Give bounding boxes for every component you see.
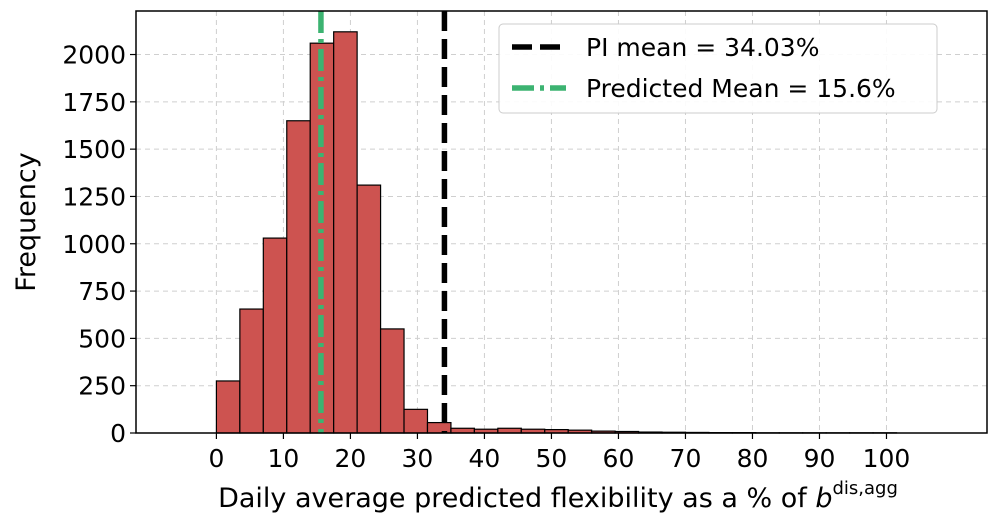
x-tick-label: 30 — [402, 444, 434, 473]
histogram-bar — [426, 421, 452, 434]
x-tick-label: 20 — [335, 444, 367, 473]
histogram-bar — [286, 120, 311, 434]
y-tick-label: 2000 — [62, 41, 126, 70]
mean-lines — [318, 11, 448, 433]
x-tick-label: 80 — [737, 444, 769, 473]
legend-predicted-mean-label: Predicted Mean = 15.6% — [586, 74, 896, 103]
y-tick-label: 250 — [78, 372, 126, 401]
y-tick-label: 1500 — [62, 135, 126, 164]
y-tick-label: 1000 — [62, 230, 126, 259]
x-tick-label: 50 — [536, 444, 568, 473]
y-tick-label: 1250 — [62, 182, 126, 211]
x-tick-label: 70 — [670, 444, 702, 473]
x-tick-label: 0 — [208, 444, 224, 473]
legend: PI mean = 34.03% Predicted Mean = 15.6% — [498, 23, 938, 114]
histogram-bar — [379, 328, 405, 434]
x-axis-label-superscript: dis,agg — [832, 478, 897, 499]
x-tick-label: 100 — [863, 444, 911, 473]
histogram-bar — [403, 408, 429, 434]
histogram-bar — [215, 380, 241, 434]
y-tick-label: 500 — [78, 324, 126, 353]
histogram-bar — [333, 31, 358, 434]
y-axis-label: Frequency — [11, 152, 42, 292]
y-tick-label: 0 — [110, 419, 126, 448]
y-axis-ticks: 0 250 500 750 1000 1250 1500 1750 2000 — [62, 41, 136, 448]
x-tick-label: 60 — [603, 444, 635, 473]
histogram-bar — [262, 237, 288, 434]
x-tick-label: 10 — [268, 444, 300, 473]
x-tick-label: 90 — [804, 444, 836, 473]
x-axis-label-symbol: b — [815, 483, 832, 514]
y-tick-label: 750 — [78, 277, 126, 306]
legend-pi-mean-label: PI mean = 34.03% — [586, 33, 819, 62]
bars — [215, 31, 898, 434]
histogram-bar — [239, 308, 264, 434]
histogram-bar — [356, 184, 382, 434]
x-tick-label: 40 — [469, 444, 501, 473]
x-axis-label: Daily average predicted flexibility as a… — [218, 478, 898, 514]
legend-box — [498, 23, 938, 114]
plot-frame — [135, 10, 988, 434]
x-axis-ticks: 0 10 20 30 40 50 60 70 80 90 100 — [208, 433, 910, 473]
y-tick-label: 1750 — [62, 88, 126, 117]
x-axis-label-text: Daily average predicted flexibility as a… — [218, 483, 815, 514]
